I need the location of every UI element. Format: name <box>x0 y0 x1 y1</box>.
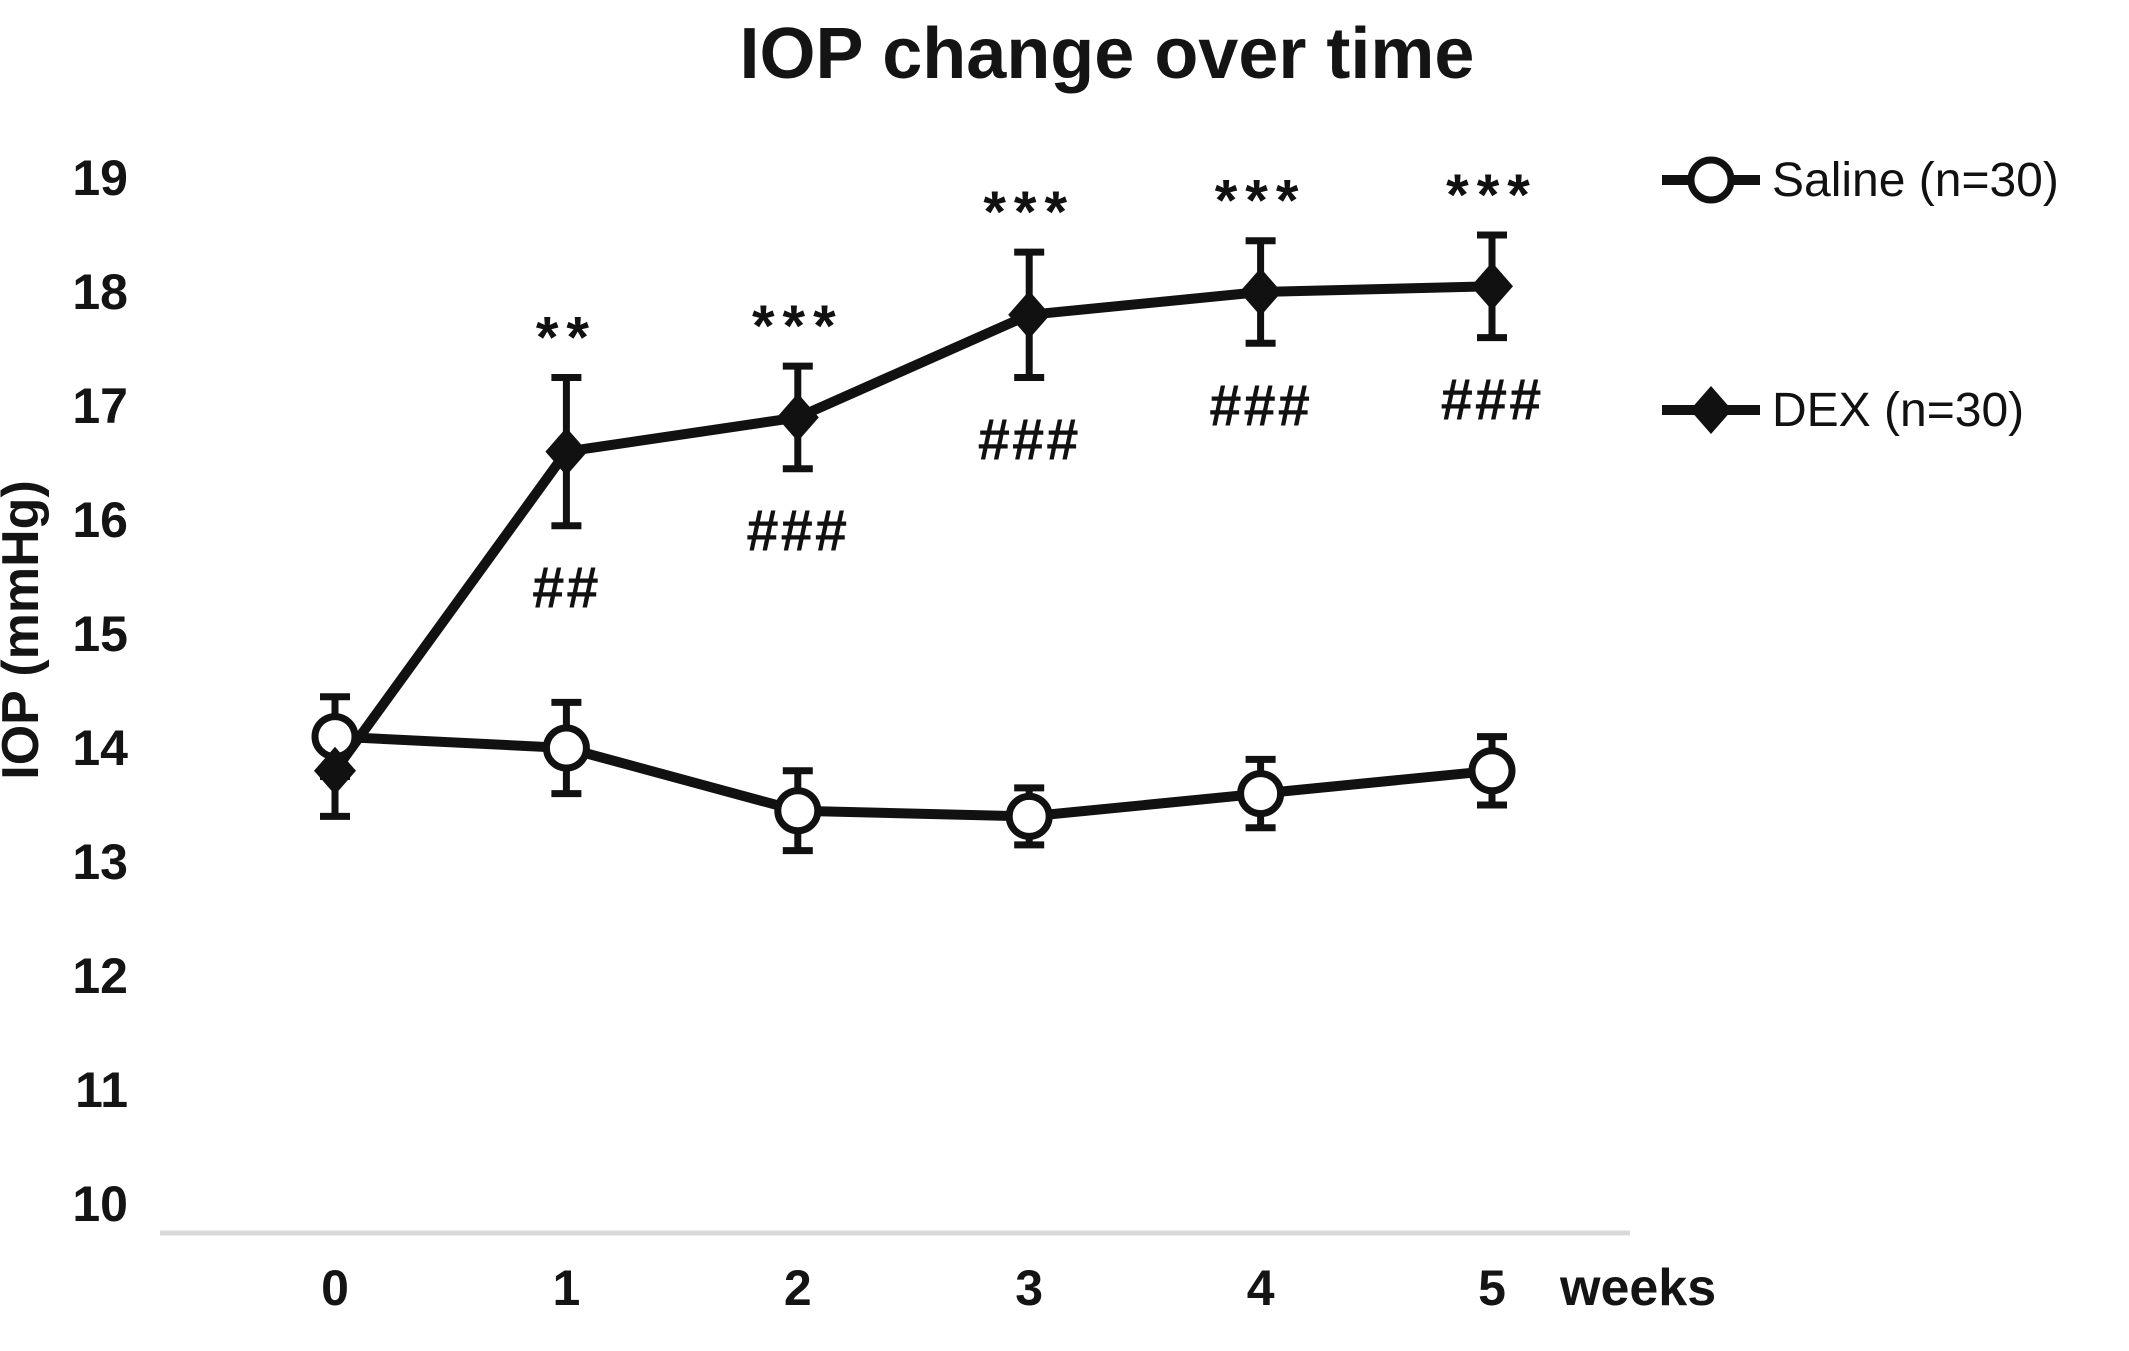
significance-hashes: ### <box>978 408 1081 473</box>
legend-item-dex: DEX (n=30) <box>1662 384 2024 437</box>
significance-asterisks: ** <box>536 306 597 371</box>
y-tick-label: 19 <box>72 150 128 206</box>
x-tick-label: 4 <box>1247 1260 1275 1316</box>
data-point-open-circle <box>542 724 590 772</box>
legend-label-saline: Saline (n=30) <box>1772 154 2059 207</box>
data-point-filled-diamond <box>1471 262 1513 311</box>
data-point-filled-diamond <box>1239 268 1282 316</box>
y-axis-label: IOP (mmHg) <box>0 480 50 780</box>
significance-hashes: ### <box>746 499 849 564</box>
significance-asterisks: *** <box>983 180 1075 245</box>
significance-hashes: ### <box>1209 373 1312 438</box>
y-tick-label: 12 <box>72 948 128 1004</box>
y-tick-label: 14 <box>72 720 128 776</box>
y-tick-label: 11 <box>75 1062 128 1118</box>
y-tick-label: 10 <box>72 1176 128 1232</box>
x-tick-label: 0 <box>321 1260 349 1316</box>
data-point-filled-diamond <box>314 746 356 795</box>
x-tick-label: 3 <box>1015 1260 1043 1316</box>
legend-label-dex: DEX (n=30) <box>1772 384 2024 437</box>
significance-hashes: ### <box>1441 368 1544 433</box>
y-tick-label: 13 <box>72 834 128 890</box>
chart-title: IOP change over time <box>740 14 1475 94</box>
y-tick-label: 15 <box>72 606 128 662</box>
significance-asterisks: *** <box>1215 169 1307 234</box>
filled-diamond-marker-icon <box>1690 386 1732 434</box>
legend-item-saline: Saline (n=30) <box>1662 154 2059 207</box>
y-tick-label: 17 <box>72 378 128 434</box>
series-line <box>334 731 1493 822</box>
data-point-filled-diamond <box>776 393 819 442</box>
data-point-open-circle <box>774 787 822 835</box>
series-line <box>330 281 1493 774</box>
legend: Saline (n=30) DEX (n=30) <box>1662 154 2059 437</box>
data-point-open-circle <box>1005 792 1053 840</box>
data-point-filled-diamond <box>1008 290 1051 339</box>
y-tick-label: 16 <box>72 492 128 548</box>
significance-asterisks: *** <box>752 294 844 359</box>
significance-hashes: ## <box>532 556 601 621</box>
data-point-filled-diamond <box>545 427 588 476</box>
data-point-open-circle <box>1468 747 1516 795</box>
data-point-open-circle <box>1237 770 1285 818</box>
open-circle-marker-icon <box>1687 156 1735 204</box>
x-tick-label: 1 <box>552 1260 580 1316</box>
significance-asterisks: *** <box>1446 163 1538 228</box>
x-tick-label: 2 <box>784 1260 812 1316</box>
x-tick-label: 5 <box>1478 1260 1506 1316</box>
x-axis-unit-label: weeks <box>1559 1259 1716 1317</box>
y-tick-label: 18 <box>72 264 128 320</box>
